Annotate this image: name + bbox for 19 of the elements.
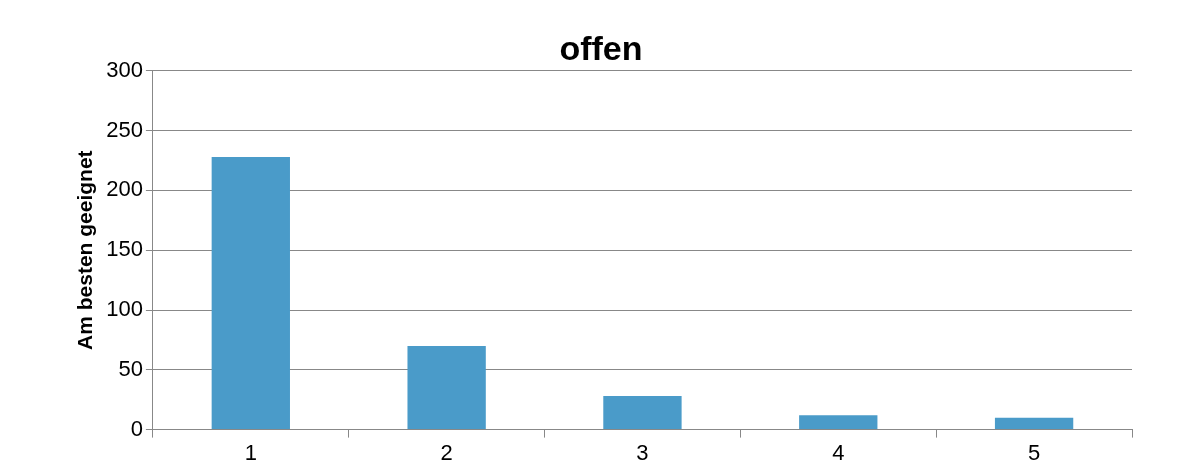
bar (799, 415, 878, 430)
x-tick-label: 4 (832, 439, 845, 465)
y-tick-label: 150 (106, 236, 143, 262)
bar (603, 396, 682, 430)
y-tick-label: 50 (118, 355, 143, 381)
y-tick-label: 0 (130, 415, 143, 441)
bar (211, 156, 290, 430)
y-axis-title: Am besten geeignet (73, 150, 97, 350)
y-tick-label: 100 (106, 296, 143, 322)
y-tick-label: 200 (106, 176, 143, 202)
x-tick-label: 1 (244, 439, 257, 465)
x-tick-label: 2 (440, 439, 453, 465)
x-tick-label: 3 (636, 439, 649, 465)
bar (994, 417, 1074, 430)
bar (407, 345, 486, 430)
y-tick-label: 300 (106, 56, 143, 82)
y-tick-label: 250 (106, 116, 143, 142)
x-tick-label: 5 (1027, 439, 1041, 465)
chart-title: offen (559, 28, 643, 67)
